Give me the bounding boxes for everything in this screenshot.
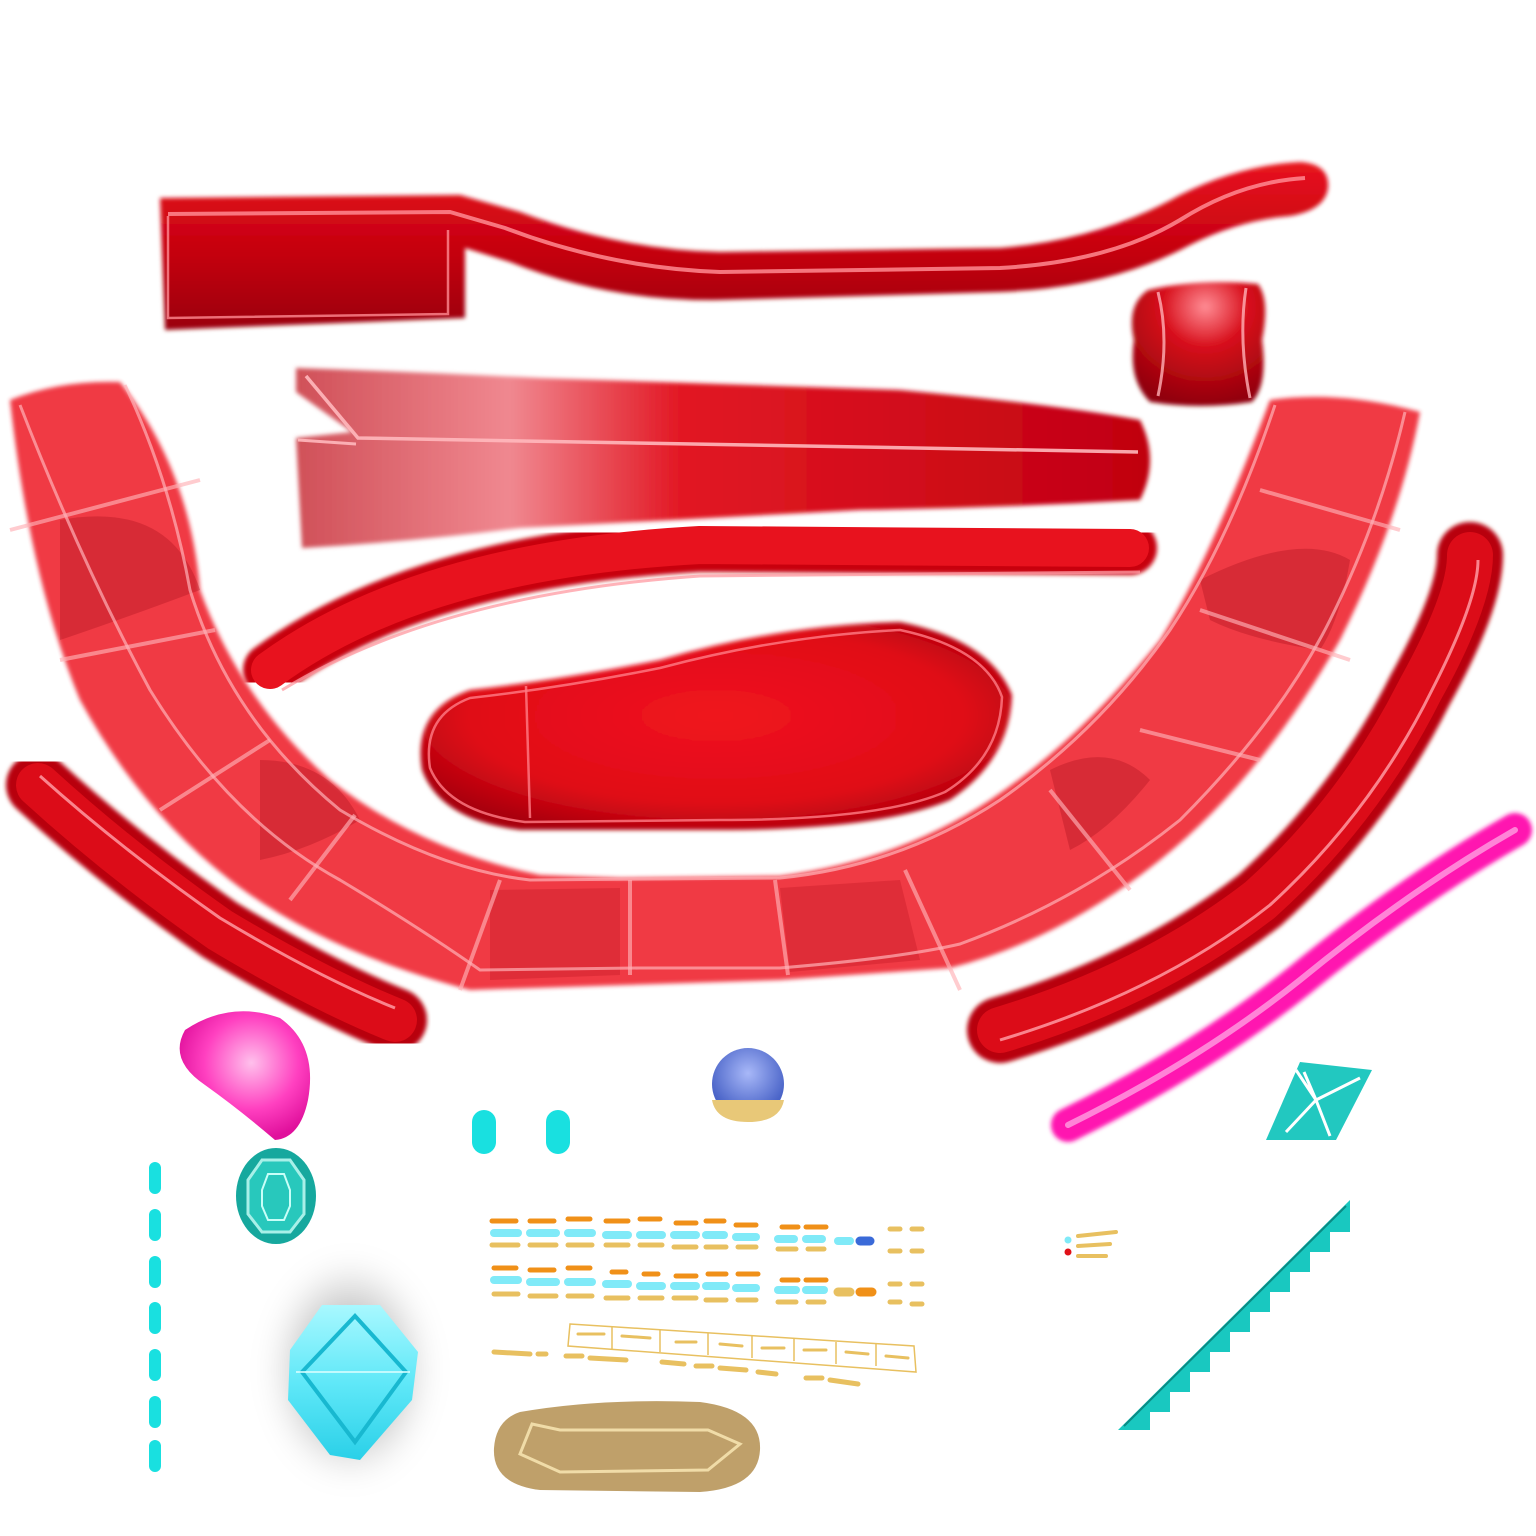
teal-octagon-gem xyxy=(236,1148,316,1244)
dash-row-3 xyxy=(491,1349,861,1387)
top-panel xyxy=(160,162,1329,330)
dash-row-2 xyxy=(490,1265,925,1307)
teal-star-diamond xyxy=(1266,1062,1372,1140)
red-body xyxy=(420,622,1012,830)
red-block xyxy=(1131,282,1266,406)
right-tube xyxy=(967,522,1503,1063)
tan-plate xyxy=(493,1401,761,1492)
left-tube xyxy=(6,753,427,1052)
cyan-pill-right xyxy=(546,1110,570,1154)
gold-frame-strip xyxy=(567,1323,917,1373)
red-tube xyxy=(243,517,1157,697)
cyan-diamond-crystal xyxy=(270,1260,430,1480)
cyan-sawtooth xyxy=(1118,1200,1350,1430)
dash-row-1 xyxy=(489,1216,925,1254)
cyan-pill-left xyxy=(472,1110,496,1154)
mid-panel xyxy=(296,368,1150,548)
pink-gem xyxy=(179,1011,311,1140)
pink-tube xyxy=(1051,813,1532,1142)
segmented-arch xyxy=(9,381,1420,991)
gold-legend xyxy=(1064,1230,1118,1258)
blue-orb xyxy=(712,1048,784,1122)
